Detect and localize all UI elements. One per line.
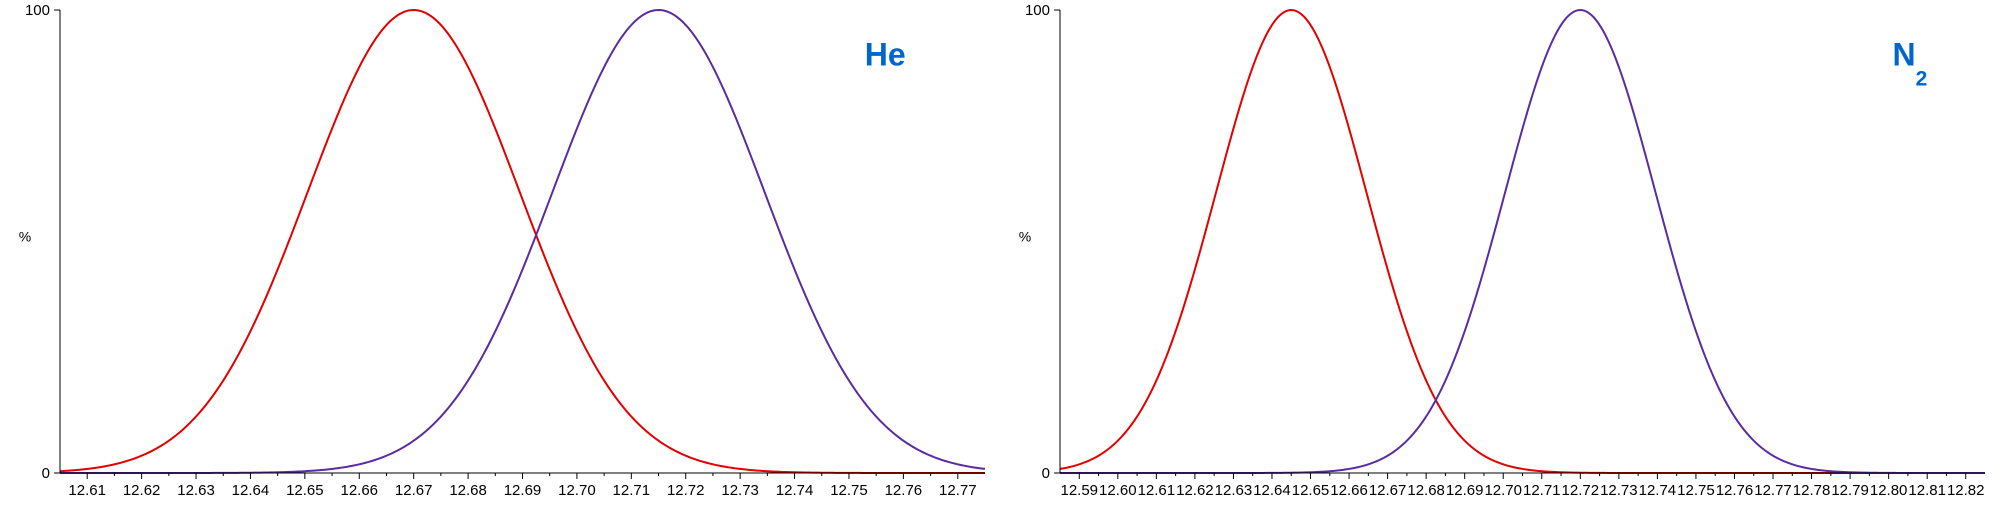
x-tick-label: 12.70 <box>558 482 596 499</box>
panel-title: He <box>865 37 906 73</box>
x-tick-label: 12.66 <box>1330 482 1368 499</box>
x-tick-label: 12.65 <box>1292 482 1330 499</box>
x-tick-label: 12.71 <box>613 482 651 499</box>
chart-container: 0100%12.6112.6212.6312.6412.6512.6612.67… <box>0 0 2000 513</box>
x-tick-label: 12.60 <box>1099 482 1137 499</box>
x-tick-label: 12.67 <box>1369 482 1407 499</box>
x-tick-label: 12.68 <box>449 482 487 499</box>
x-tick-label: 12.78 <box>1793 482 1831 499</box>
x-tick-label: 12.64 <box>1253 482 1291 499</box>
x-tick-label: 12.76 <box>1716 482 1754 499</box>
x-tick-label: 12.69 <box>504 482 542 499</box>
x-tick-label: 12.69 <box>1446 482 1484 499</box>
plot-background <box>0 0 1000 513</box>
x-tick-label: 12.80 <box>1870 482 1908 499</box>
plot-background <box>1000 0 2000 513</box>
y-axis-label: % <box>19 229 31 245</box>
x-tick-label: 12.63 <box>177 482 215 499</box>
x-tick-label: 12.73 <box>721 482 759 499</box>
y-tick-label: 0 <box>1042 465 1050 482</box>
x-tick-label: 12.61 <box>1138 482 1176 499</box>
y-tick-label: 0 <box>42 465 50 482</box>
x-tick-label: 12.67 <box>395 482 433 499</box>
x-tick-label: 12.82 <box>1947 482 1985 499</box>
y-axis-label: % <box>1019 229 1031 245</box>
x-tick-label: 12.77 <box>939 482 977 499</box>
x-tick-label: 12.65 <box>286 482 324 499</box>
x-tick-label: 12.81 <box>1908 482 1946 499</box>
y-tick-label: 100 <box>1025 2 1050 19</box>
panel-n2: 0 100% 12.5912.6012.6112.6212.6312.6412.65… <box>1000 0 2000 513</box>
x-tick-label: 12.73 <box>1600 482 1638 499</box>
x-tick-label: 12.66 <box>340 482 378 499</box>
x-tick-label: 12.79 <box>1831 482 1869 499</box>
x-tick-label: 12.75 <box>1677 482 1715 499</box>
x-tick-label: 12.74 <box>776 482 814 499</box>
x-tick-label: 12.71 <box>1523 482 1561 499</box>
x-tick-label: 12.68 <box>1407 482 1445 499</box>
panel-n2-svg: 0 100% 12.5912.6012.6112.6212.6312.6412.65… <box>1000 0 2000 513</box>
panel-he-svg: 0 100% 12.61 12.62 12.63 12.64 12.65 12.66 12.67… <box>0 0 1000 513</box>
x-tick-label: 12.59 <box>1060 482 1098 499</box>
x-tick-label: 12.63 <box>1215 482 1253 499</box>
x-tick-label: 12.64 <box>232 482 270 499</box>
x-tick-label: 12.77 <box>1754 482 1792 499</box>
x-tick-label: 12.75 <box>830 482 868 499</box>
x-tick-label: 12.62 <box>123 482 161 499</box>
x-tick-label: 12.72 <box>1562 482 1600 499</box>
x-tick-label: 12.76 <box>885 482 923 499</box>
panel-he: 0 100% 12.61 12.62 12.63 12.64 12.65 12.66 12.67… <box>0 0 1000 513</box>
x-tick-label: 12.74 <box>1639 482 1677 499</box>
x-tick-label: 12.72 <box>667 482 705 499</box>
y-tick-label: 100 <box>25 2 50 19</box>
x-tick-label: 12.62 <box>1176 482 1214 499</box>
x-tick-label: 12.61 <box>68 482 106 499</box>
x-tick-label: 12.70 <box>1484 482 1522 499</box>
